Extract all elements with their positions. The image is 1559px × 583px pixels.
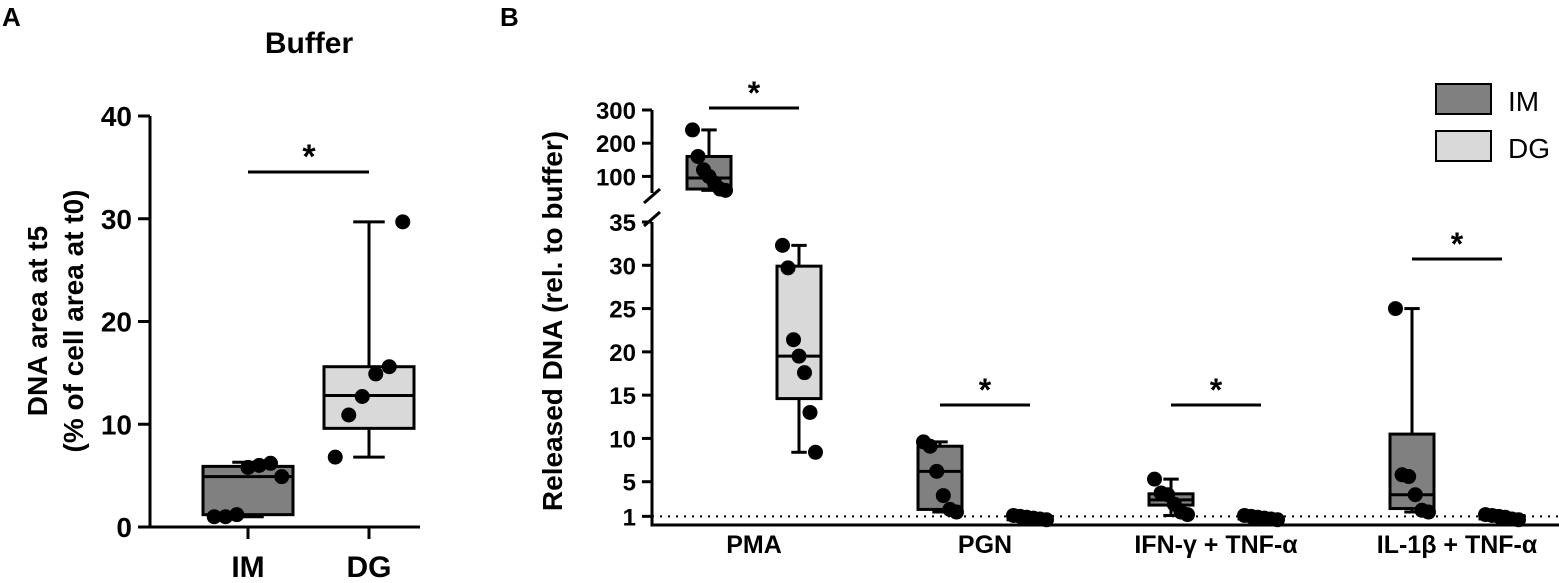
panel-a-dg-point [395,214,411,230]
panel-b-im-point [929,463,945,479]
panel-a-im-point [206,509,222,525]
panel-a-significance-star: * [302,138,316,176]
panel-b-ytick-label: 1 [623,504,636,531]
panel-b-im-point [1401,469,1417,485]
panel-b-significance-star: * [1451,226,1464,262]
panel-b-im-point [1147,471,1162,487]
panel-b-dg-point [775,237,790,253]
panel-a-xtick-label: DG [347,551,392,583]
panel-b-im-point [935,488,951,504]
panel-b-ytick-label: 5 [623,470,636,497]
panel-b-im-point [1407,487,1423,503]
panel-b-dg-point [786,332,801,348]
panel-b: B Released DNA (rel. to buffer) 15101520… [500,2,1559,559]
panel-b-dg-point [802,404,818,420]
panel-b-xtick-label: PGN [958,531,1012,559]
panel-b-dg-point [780,260,796,276]
legend-swatch-dg [1435,130,1492,162]
panel-b-axis-break-upper [643,187,661,205]
panel-a: A Buffer DNA area at t5 (% of cell area … [2,2,420,583]
panel-b-xtick-label: IL-1β + TNF-α [1377,531,1538,559]
legend-swatch-im [1435,83,1492,115]
panel-b-dg-box [775,264,823,401]
panel-a-ylabel-line1: DNA area at t5 [22,226,53,416]
panel-b-boxes [685,122,1526,528]
panel-b-ytick-label: 200 [596,131,636,158]
panel-b-xtick-label: IFN-γ + TNF-α [1134,531,1298,559]
panel-b-xtick-labels: PMA PGN IFN-γ + TNF-α IL-1β + TNF-α [726,531,1538,559]
panel-b-im-point [718,182,733,198]
panel-b-im-point [1180,507,1195,523]
panel-b-axis-break-lower [643,210,661,228]
panel-b-significance-star: * [748,75,761,111]
panel-a-ytick-label: 40 [101,101,132,132]
panel-b-dg-point [1039,512,1054,528]
panel-a-ylabel-line2: (% of cell area at t0) [58,190,89,453]
panel-a-dg-point [368,366,384,382]
panel-b-ytick-label: 10 [609,426,636,453]
panel-b-im-point [1421,504,1436,520]
panel-a-im-point [251,457,267,473]
panel-b-im-point [685,122,700,138]
panel-b-dg-point [1511,512,1526,528]
panel-b-ytick-label: 25 [609,297,636,324]
panel-a-dg-point [381,359,397,375]
panel-b-xtick-label: PMA [726,531,782,559]
panel-b-dg-point [791,348,807,364]
panel-a-axes: 0 10 20 30 40 [101,101,420,543]
panel-a-label: A [2,2,21,32]
panel-b-label: B [500,2,519,32]
panel-b-ytick-label: 15 [609,383,636,410]
panel-b-ytick-label: 20 [609,340,636,367]
panel-a-dg-point [354,389,370,405]
panel-b-ytick-label: 300 [596,98,636,125]
panel-a-dg-point [341,407,357,423]
panel-b-significance: * * * * [709,75,1502,408]
panel-b-ytick-label: 30 [609,253,636,280]
panel-a-im-point [240,459,256,475]
panel-a-ytick-label: 10 [101,409,132,440]
panel-b-significance-star: * [1210,372,1223,408]
panel-a-title: Buffer [265,27,354,60]
panel-a-im-point [263,455,278,471]
panel-b-dg-point [808,444,823,460]
panel-a-im-point [229,507,245,523]
panel-a-xtick-label: IM [231,551,264,583]
panel-b-dg-point [797,365,812,381]
panel-a-im-point [274,469,290,485]
panel-a-xtick-labels: IM DG [231,527,392,583]
panel-a-dg-point [327,449,343,465]
panel-b-ytick-label: 35 [609,210,636,237]
panel-b-ytick-label: 100 [596,164,636,191]
panel-a-boxes [201,214,416,525]
panel-a-ytick-label: 0 [116,512,132,543]
panel-b-significance-star: * [979,372,992,408]
panel-b-ylabel: Released DNA (rel. to buffer) [537,131,568,511]
panel-a-im-point [218,509,233,525]
legend-label-dg: DG [1508,133,1550,164]
panel-b-dg-point [1270,512,1285,528]
panel-b-legend: IM DG [1435,83,1550,164]
panel-b-im-point [1388,301,1403,317]
panel-a-ytick-label: 30 [101,204,132,235]
panel-b-im-point [690,148,706,164]
panel-a-ytick-label: 20 [101,307,132,338]
panel-b-im-point [949,504,964,520]
legend-label-im: IM [1508,86,1539,117]
panel-b-im-point [922,438,938,454]
